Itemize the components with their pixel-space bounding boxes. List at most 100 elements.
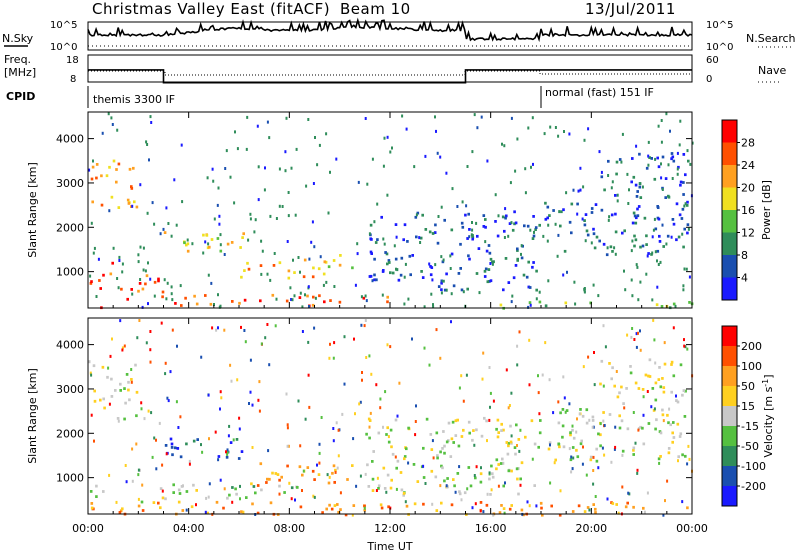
scatter-cell [490,464,493,468]
scatter-cell [558,210,561,214]
scatter-cell [582,185,585,189]
scatter-cell [471,234,474,238]
scatter-cell [99,287,102,290]
scatter-cell [233,201,236,205]
scatter-cell [102,273,105,277]
scatter-cell [118,259,121,262]
scatter-cell [544,341,547,345]
scatter-cell [170,442,174,446]
scatter-cell [117,162,121,166]
scatter-cell [394,223,398,226]
scatter-cell [616,199,619,203]
scatter-cell [235,438,239,441]
scatter-cell [414,420,417,423]
scatter-cell [646,491,649,495]
scatter-cell [642,413,645,417]
scatter-cell [579,442,583,446]
scatter-cell [582,445,584,449]
scatter-cell [136,336,139,340]
scatter-cell [510,469,513,473]
scatter-cell [389,271,392,275]
scatter-cell [299,270,301,274]
scatter-cell [404,262,407,266]
scatter-cell [441,466,444,470]
scatter-cell [207,393,210,397]
scatter-cell [630,278,633,282]
scatter-cell [167,222,170,225]
scatter-cell [307,340,310,344]
scatter-cell [546,239,549,243]
scatter-cell [420,270,423,273]
scatter-cell [671,177,674,180]
scatter-cell [507,469,511,473]
scatter-cell [537,391,540,395]
scatter-cell [164,497,167,501]
scatter-cell [451,420,455,424]
scatter-cell [382,164,385,168]
scatter-cell [164,372,167,376]
scatter-cell [515,423,518,427]
scatter-cell [471,228,474,232]
scatter-cell [449,455,453,458]
colorbar-swatch [722,386,737,406]
scatter-cell [615,160,619,164]
scatter-cell [443,451,446,455]
scatter-cell [437,285,441,288]
scatter-cell [547,223,550,227]
scatter-cell [509,440,513,444]
scatter-cell [236,378,239,382]
scatter-cell [611,250,614,253]
scatter-cell [592,232,596,236]
scatter-cell [559,224,562,228]
scatter-cell [490,488,493,492]
scatter-cell [688,457,691,461]
scatter-cell [379,503,383,507]
scatter-cell [496,234,500,238]
scatter-cell [422,464,425,468]
scatter-cell [488,477,491,481]
scatter-cell [289,286,292,290]
scatter-cell [541,373,544,377]
scatter-cell [330,507,334,511]
scatter-cell [235,492,238,496]
scatter-cell [682,245,685,249]
scatter-cell [109,272,113,276]
scatter-cell [550,504,553,508]
scatter-cell [491,262,494,266]
scatter-cell [375,383,378,387]
scatter-cell [442,279,445,283]
scatter-cell [322,272,326,276]
scatter-cell [484,267,488,271]
scatter-cell [140,500,144,504]
freq-series [88,69,692,84]
scatter-cell [317,267,321,271]
scatter-cell [467,420,471,424]
colorbar-swatch [722,426,737,446]
scatter-cell [630,249,633,253]
scatter-cell [219,304,222,308]
scatter-cell [667,194,670,198]
scatter-cell [312,295,315,299]
scatter-cell [633,234,636,238]
scatter-cell [217,186,220,190]
scatter-cell [682,389,686,392]
scatter-cell [676,172,679,176]
scatter-cell [368,232,371,236]
scatter-cell [395,487,398,491]
scatter-cell [461,225,465,229]
scatter-cell [424,482,427,485]
scatter-cell [171,328,174,332]
scatter-cell [97,257,100,261]
scatter-cell [482,510,485,514]
scatter-cell [442,258,445,262]
scatter-cell [627,491,630,495]
scatter-cell [169,370,172,374]
scatter-cell [379,406,382,410]
scatter-cell [381,293,384,297]
scatter-cell [240,275,243,279]
scatter-cell [332,427,335,430]
scatter-cell [607,218,610,222]
scatter-cell [147,409,150,413]
scatter-cell [286,444,289,448]
scatter-cell [150,121,153,124]
